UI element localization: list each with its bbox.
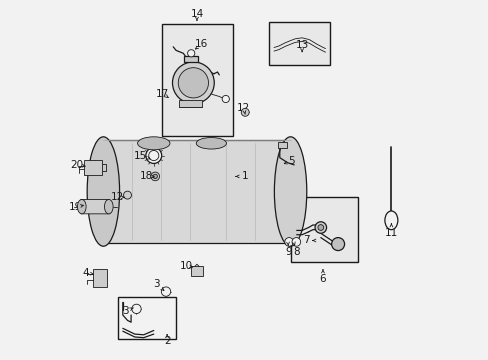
Text: 19: 19: [68, 202, 82, 212]
Text: 2: 2: [163, 336, 170, 346]
Circle shape: [151, 172, 159, 181]
Circle shape: [284, 238, 293, 246]
Bar: [93, 269, 107, 287]
Text: 12: 12: [111, 192, 124, 202]
FancyBboxPatch shape: [80, 199, 110, 214]
Text: 4: 4: [82, 268, 89, 278]
Bar: [84, 160, 102, 175]
Bar: [191, 266, 203, 276]
Bar: [183, 56, 198, 62]
Text: 8: 8: [293, 247, 300, 257]
Circle shape: [153, 174, 157, 179]
Bar: [278, 142, 287, 148]
Text: 10: 10: [179, 261, 192, 271]
Ellipse shape: [87, 137, 120, 246]
Text: 13: 13: [295, 40, 308, 50]
Text: 11: 11: [384, 228, 397, 238]
Bar: [268, 22, 329, 65]
Ellipse shape: [274, 137, 306, 246]
Circle shape: [241, 108, 249, 116]
Text: 3: 3: [122, 306, 128, 316]
Circle shape: [145, 148, 162, 163]
Ellipse shape: [384, 211, 397, 230]
Bar: [103, 140, 290, 243]
Bar: [179, 100, 202, 107]
Text: 3: 3: [153, 279, 159, 289]
Text: 1: 1: [242, 171, 248, 181]
Circle shape: [314, 222, 326, 233]
Text: 20: 20: [70, 160, 83, 170]
Text: 6: 6: [319, 274, 325, 284]
Circle shape: [331, 238, 344, 251]
Circle shape: [222, 95, 229, 103]
Circle shape: [172, 62, 214, 104]
Text: 14: 14: [190, 9, 203, 19]
Text: 5: 5: [287, 156, 294, 166]
Text: 18: 18: [140, 171, 153, 181]
Text: 7: 7: [303, 235, 309, 246]
Ellipse shape: [137, 137, 170, 150]
Text: 12: 12: [237, 103, 250, 113]
Ellipse shape: [77, 199, 86, 214]
Circle shape: [148, 150, 159, 161]
Circle shape: [317, 225, 323, 230]
Text: 17: 17: [156, 89, 169, 99]
Text: 15: 15: [134, 150, 147, 161]
Circle shape: [178, 68, 208, 98]
Bar: [118, 297, 176, 339]
Bar: [162, 24, 232, 136]
Circle shape: [187, 50, 194, 57]
Circle shape: [132, 304, 141, 314]
Text: 16: 16: [194, 39, 207, 49]
Circle shape: [161, 287, 170, 296]
Text: 9: 9: [285, 247, 292, 257]
Ellipse shape: [196, 138, 226, 149]
Bar: [291, 197, 357, 262]
Circle shape: [291, 238, 300, 246]
Circle shape: [123, 191, 131, 199]
Ellipse shape: [104, 199, 113, 214]
